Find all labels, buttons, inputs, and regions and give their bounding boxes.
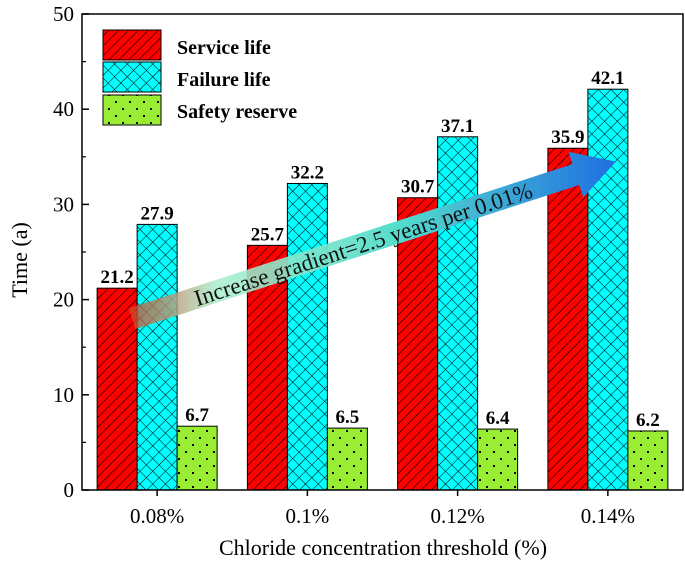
value-label-service-life-2: 30.7 [401,177,435,198]
y-tick-label: 10 [53,383,74,407]
value-label-failure-life-0: 27.9 [141,203,174,224]
y-tick-label: 40 [53,97,74,121]
value-label-safety-reserve-3: 6.2 [636,410,660,431]
value-label-service-life-1: 25.7 [251,224,285,245]
bar-service-life-0 [96,287,138,491]
trend-arrow [128,151,616,330]
bar-safety-reserve-1 [326,427,368,491]
y-axis-title: Time (a) [7,222,32,298]
value-label-service-life-3: 35.9 [551,127,584,148]
bar-failure-life-2 [437,136,479,491]
bar-failure-life-0 [136,223,178,491]
bar-failure-life-3 [587,88,629,491]
value-label-safety-reserve-1: 6.5 [336,407,360,428]
value-label-failure-life-1: 32.2 [291,162,324,183]
x-tick-label: 0.1% [286,504,330,528]
legend-label-service-life: Service life [177,37,271,59]
legend-label-safety-reserve: Safety reserve [177,101,297,123]
bar-safety-reserve-3 [627,430,669,491]
y-tick-label: 0 [64,478,75,502]
bar-service-life-3 [547,147,589,491]
y-tick-label: 50 [53,2,74,26]
value-label-safety-reserve-0: 6.7 [185,405,209,426]
legend-swatch-failure-life [102,61,162,93]
bar-safety-reserve-0 [176,425,218,491]
legend-label-failure-life: Failure life [177,69,271,91]
trend-annotation: Increase gradient=2.5 years per 0.01% [128,151,616,330]
x-tick-label: 0.08% [130,504,184,528]
bar-failure-life-1 [286,182,328,491]
y-tick-label: 30 [53,192,74,216]
legend: Service life Failure life Safety reserve [102,29,297,126]
value-label-safety-reserve-2: 6.4 [486,408,510,429]
y-tick-label: 20 [53,288,74,312]
x-axis-title: Chloride concentration threshold (%) [219,535,547,560]
bar-safety-reserve-2 [477,428,519,491]
legend-swatch-service-life [102,29,162,61]
x-tick-label: 0.14% [581,504,635,528]
value-label-failure-life-2: 37.1 [441,116,474,137]
bar-service-life-2 [397,197,439,491]
x-tick-label: 0.12% [431,504,485,528]
legend-swatch-safety-reserve [102,94,162,126]
value-label-failure-life-3: 42.1 [591,68,624,89]
trend-annotation-label: Increase gradient=2.5 years per 0.01% [191,178,535,311]
value-label-service-life-0: 21.2 [101,267,134,288]
